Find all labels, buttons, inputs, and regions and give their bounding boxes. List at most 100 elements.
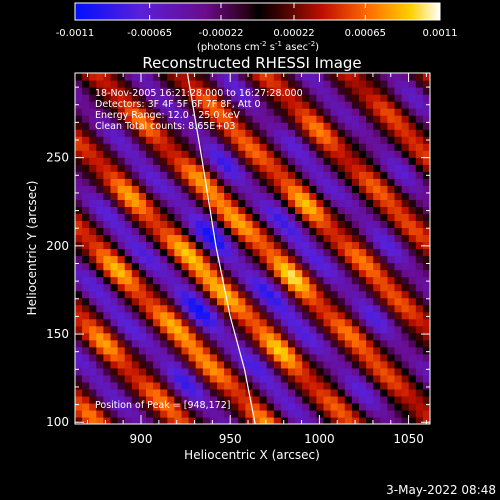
heatmap-cell bbox=[224, 157, 232, 165]
heatmap-cell bbox=[288, 388, 296, 397]
heatmap-cell bbox=[252, 332, 261, 341]
heatmap-cell bbox=[209, 374, 218, 383]
heatmap-cell bbox=[131, 290, 140, 299]
heatmap-cell bbox=[89, 402, 97, 411]
heatmap-cell bbox=[160, 87, 168, 95]
heatmap-cell bbox=[75, 185, 83, 193]
heatmap-cell bbox=[415, 381, 424, 390]
heatmap-cell bbox=[202, 73, 211, 81]
heatmap-cell bbox=[153, 150, 161, 158]
heatmap-cell bbox=[259, 185, 268, 193]
heatmap-cell bbox=[394, 171, 403, 179]
heatmap-cell bbox=[266, 227, 275, 236]
heatmap-cell bbox=[195, 304, 204, 313]
heatmap-cell bbox=[167, 171, 175, 179]
heatmap-cell bbox=[302, 402, 310, 411]
heatmap-cell bbox=[259, 227, 268, 236]
heatmap-cell bbox=[96, 416, 104, 424]
heatmap-cell bbox=[224, 395, 232, 404]
heatmap-cell bbox=[252, 80, 261, 88]
heatmap-cell bbox=[266, 143, 275, 151]
heatmap-cell bbox=[231, 395, 239, 404]
heatmap-cell bbox=[295, 360, 303, 369]
heatmap-cell bbox=[373, 353, 381, 362]
heatmap-cell bbox=[309, 269, 317, 278]
heatmap-cell bbox=[202, 234, 211, 243]
heatmap-cell bbox=[110, 311, 119, 320]
heatmap-cell bbox=[387, 101, 396, 109]
heatmap-cell bbox=[309, 199, 317, 207]
heatmap-cell bbox=[415, 248, 424, 257]
heatmap-cell bbox=[273, 290, 282, 299]
annotation-time-range: 18-Nov-2005 16:21:28.000 to 16:27:28.000 bbox=[95, 88, 303, 99]
heatmap-cell bbox=[387, 381, 396, 390]
heatmap-cell bbox=[202, 248, 211, 257]
colorbar-tick-label: 0.0011 bbox=[423, 28, 458, 39]
heatmap-cell bbox=[288, 297, 296, 306]
heatmap-cell bbox=[82, 234, 90, 243]
heatmap-cell bbox=[288, 353, 296, 362]
heatmap-cell bbox=[131, 311, 140, 320]
heatmap-cell bbox=[330, 129, 339, 137]
heatmap-cell bbox=[387, 206, 396, 214]
heatmap-cell bbox=[181, 192, 190, 200]
heatmap-cell bbox=[96, 283, 104, 292]
heatmap-cell bbox=[181, 199, 190, 207]
heatmap-cell bbox=[415, 80, 424, 88]
heatmap-cell bbox=[202, 164, 211, 172]
heatmap-cell bbox=[302, 241, 310, 250]
heatmap-cell bbox=[316, 185, 325, 193]
heatmap-cell bbox=[138, 220, 147, 229]
heatmap-cell bbox=[259, 157, 268, 165]
heatmap-cell bbox=[373, 87, 381, 95]
heatmap-cell bbox=[394, 388, 403, 397]
heatmap-cell bbox=[408, 150, 417, 158]
heatmap-cell bbox=[103, 395, 112, 404]
heatmap-cell bbox=[316, 311, 325, 320]
heatmap-cell bbox=[217, 220, 225, 229]
heatmap-cell bbox=[387, 283, 396, 292]
heatmap-cell bbox=[288, 227, 296, 236]
heatmap-cell bbox=[288, 283, 296, 292]
heatmap-cell bbox=[124, 199, 133, 207]
heatmap-cell bbox=[103, 360, 112, 369]
heatmap-cell bbox=[316, 178, 325, 186]
heatmap-cell bbox=[344, 262, 353, 271]
heatmap-cell bbox=[302, 290, 310, 299]
heatmap-cell bbox=[273, 262, 282, 271]
heatmap-cell bbox=[295, 185, 303, 193]
heatmap-cell bbox=[181, 409, 190, 418]
heatmap-cell bbox=[82, 94, 90, 102]
heatmap-cell bbox=[75, 129, 83, 137]
heatmap-cell bbox=[138, 276, 147, 285]
heatmap-cell bbox=[188, 136, 197, 144]
heatmap-cell bbox=[124, 241, 133, 250]
heatmap-cell bbox=[351, 262, 360, 271]
heatmap-cell bbox=[273, 360, 282, 369]
heatmap-cell bbox=[124, 360, 133, 369]
heatmap-cell bbox=[217, 367, 225, 376]
heatmap-cell bbox=[266, 192, 275, 200]
heatmap-cell bbox=[259, 402, 268, 411]
heatmap-cell bbox=[153, 241, 161, 250]
heatmap-cell bbox=[82, 206, 90, 214]
heatmap-cell bbox=[351, 227, 360, 236]
heatmap-cell bbox=[351, 94, 360, 102]
heatmap-cell bbox=[422, 276, 430, 285]
heatmap-cell bbox=[337, 381, 346, 390]
heatmap-cell bbox=[273, 178, 282, 186]
heatmap-cell bbox=[337, 108, 346, 116]
heatmap-cell bbox=[295, 416, 303, 424]
heatmap-cell bbox=[89, 255, 97, 264]
heatmap-cell bbox=[266, 262, 275, 271]
heatmap-cell bbox=[387, 290, 396, 299]
heatmap-cell bbox=[217, 381, 225, 390]
heatmap-cell bbox=[394, 416, 403, 424]
heatmap-cell bbox=[202, 381, 211, 390]
heatmap-cell bbox=[323, 227, 332, 236]
heatmap-cell bbox=[89, 213, 97, 222]
heatmap-cell bbox=[330, 136, 339, 144]
heatmap-cell bbox=[209, 346, 218, 355]
heatmap-cell bbox=[401, 283, 410, 292]
heatmap-cell bbox=[359, 108, 367, 116]
